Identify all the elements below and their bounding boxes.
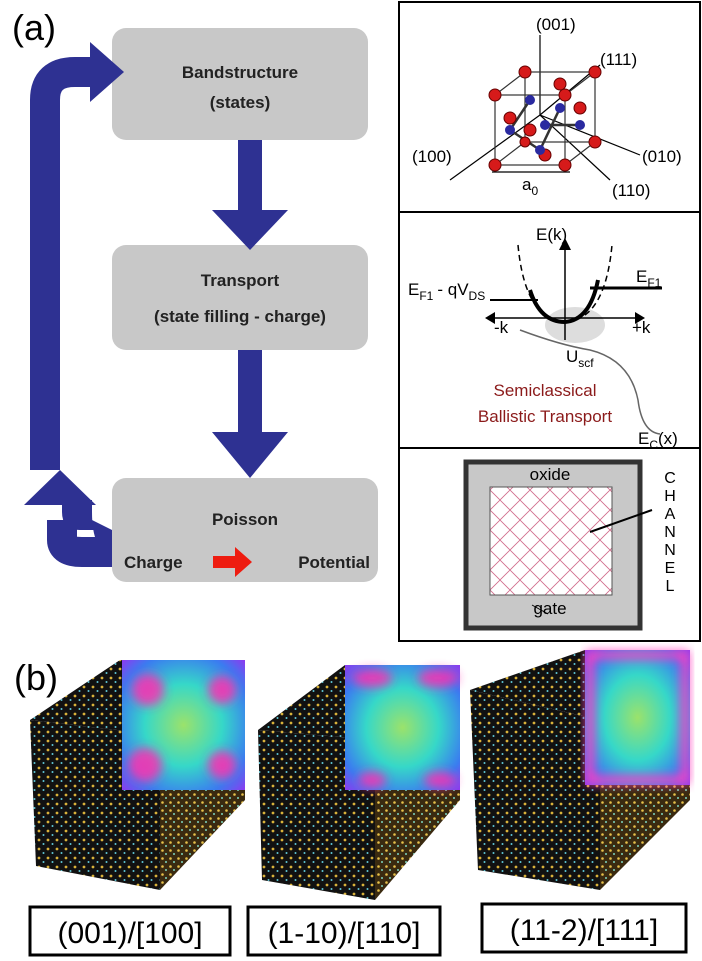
orientation-label: (11-2)/[111]	[510, 914, 658, 947]
panel-label: (b)	[14, 657, 58, 698]
text-part: - qV	[437, 280, 469, 299]
orientation-labels: (001)/[100] (1-10)/[110] (11-2)/[111]	[30, 904, 686, 955]
panel-label: (a)	[12, 7, 56, 48]
atoms-part	[555, 103, 565, 113]
nanowire-3-part	[585, 650, 690, 785]
atoms-part	[574, 102, 586, 114]
gate-label: gate	[533, 599, 566, 618]
subscript: F1	[419, 289, 433, 303]
body: (a) Bandstructure (states) Transport (st…	[0, 0, 702, 961]
atoms-part	[525, 95, 535, 105]
arrow-head	[212, 432, 288, 478]
nanowire-1-part-part	[208, 676, 236, 704]
text-part: E	[408, 280, 419, 299]
bandstructure-box	[112, 28, 368, 140]
arrow-shaft	[238, 350, 262, 434]
arrow-shaft	[45, 72, 92, 470]
nanowire-1	[30, 660, 245, 890]
box-title: Poisson	[212, 510, 278, 529]
channel-region	[490, 487, 612, 595]
text-part: E	[638, 429, 649, 448]
axis-label: (001)	[536, 15, 576, 34]
subscript: scf	[578, 356, 594, 370]
nanowire-2-part-part	[418, 669, 458, 687]
axis-label: (110)	[612, 181, 650, 200]
atoms-part	[520, 137, 530, 147]
atoms-part	[589, 136, 601, 148]
channel-label: CHANNEL	[662, 470, 679, 596]
atoms-part	[504, 112, 516, 124]
band-diagram: E(k) EF1- qVDS EF1 -k +k Uscf Semiclassi…	[408, 225, 678, 452]
text-part: (x)	[658, 429, 678, 448]
nanowire-1-part-part	[128, 748, 162, 782]
crystal: (001) (111) (100) (010) (110) a0	[412, 15, 682, 200]
atoms-part	[489, 89, 501, 101]
arrow-shaft	[238, 140, 262, 212]
orientation-label: (001)/[100]	[57, 917, 202, 950]
transport-box	[112, 245, 368, 350]
nanowire-2-part-part	[424, 772, 456, 788]
atoms-part	[540, 120, 550, 130]
axis-label: (100)	[412, 147, 452, 166]
subscript: DS	[469, 289, 486, 303]
arrow-head	[212, 210, 288, 250]
subscript: F1	[647, 276, 661, 290]
atoms-part	[535, 145, 545, 155]
atoms-part	[519, 66, 531, 78]
figure: (a) Bandstructure (states) Transport (st…	[0, 0, 702, 961]
shade	[545, 307, 605, 343]
atoms-part	[489, 159, 501, 171]
box-from: Charge	[124, 553, 183, 572]
orientation-label: (1-10)/[110]	[268, 917, 421, 950]
subscript: C	[649, 438, 658, 452]
nanowire-3	[470, 650, 690, 890]
nanowire-1-part-part	[132, 674, 164, 706]
atoms-part	[559, 159, 571, 171]
axis-label: (111)	[600, 50, 637, 69]
atoms-part	[554, 78, 566, 90]
caption: Ballistic Transport	[478, 407, 612, 426]
energy-label: E(k)	[536, 225, 567, 244]
nanowire-1-part-part	[208, 751, 236, 779]
left-fermi: EF1 - qVDS	[408, 280, 485, 303]
nanowire-2	[258, 665, 460, 900]
k-label: +k	[632, 318, 651, 337]
atoms-part	[575, 120, 585, 130]
box-title: Transport	[201, 271, 280, 290]
text-part: U	[566, 347, 578, 366]
atoms-part	[505, 125, 515, 135]
box-title: Bandstructure	[182, 63, 298, 82]
nanowire-3-part	[470, 690, 600, 890]
subscript: 0	[531, 184, 538, 198]
lattice-constant: a0	[522, 175, 538, 198]
page: Simulation flow and nanowire orientation…	[0, 0, 702, 961]
nanowire-2-part-part	[358, 772, 386, 788]
axis-label: (010)	[642, 147, 682, 166]
box-subtitle: (states)	[210, 93, 270, 112]
caption: Semiclassical	[494, 381, 597, 400]
channel-diagram: oxide gate CHANNEL	[466, 462, 679, 628]
box-to: Potential	[298, 553, 370, 572]
flowchart: Bandstructure (states) Transport (state …	[24, 28, 378, 582]
atoms-part	[524, 124, 536, 136]
box-subtitle: (state filling - charge)	[154, 307, 326, 326]
nanowire-2-part-part	[352, 669, 392, 687]
text-part: E	[636, 267, 647, 286]
oxide-label: oxide	[530, 465, 571, 484]
k-label: -k	[494, 318, 509, 337]
atoms-part	[559, 89, 571, 101]
